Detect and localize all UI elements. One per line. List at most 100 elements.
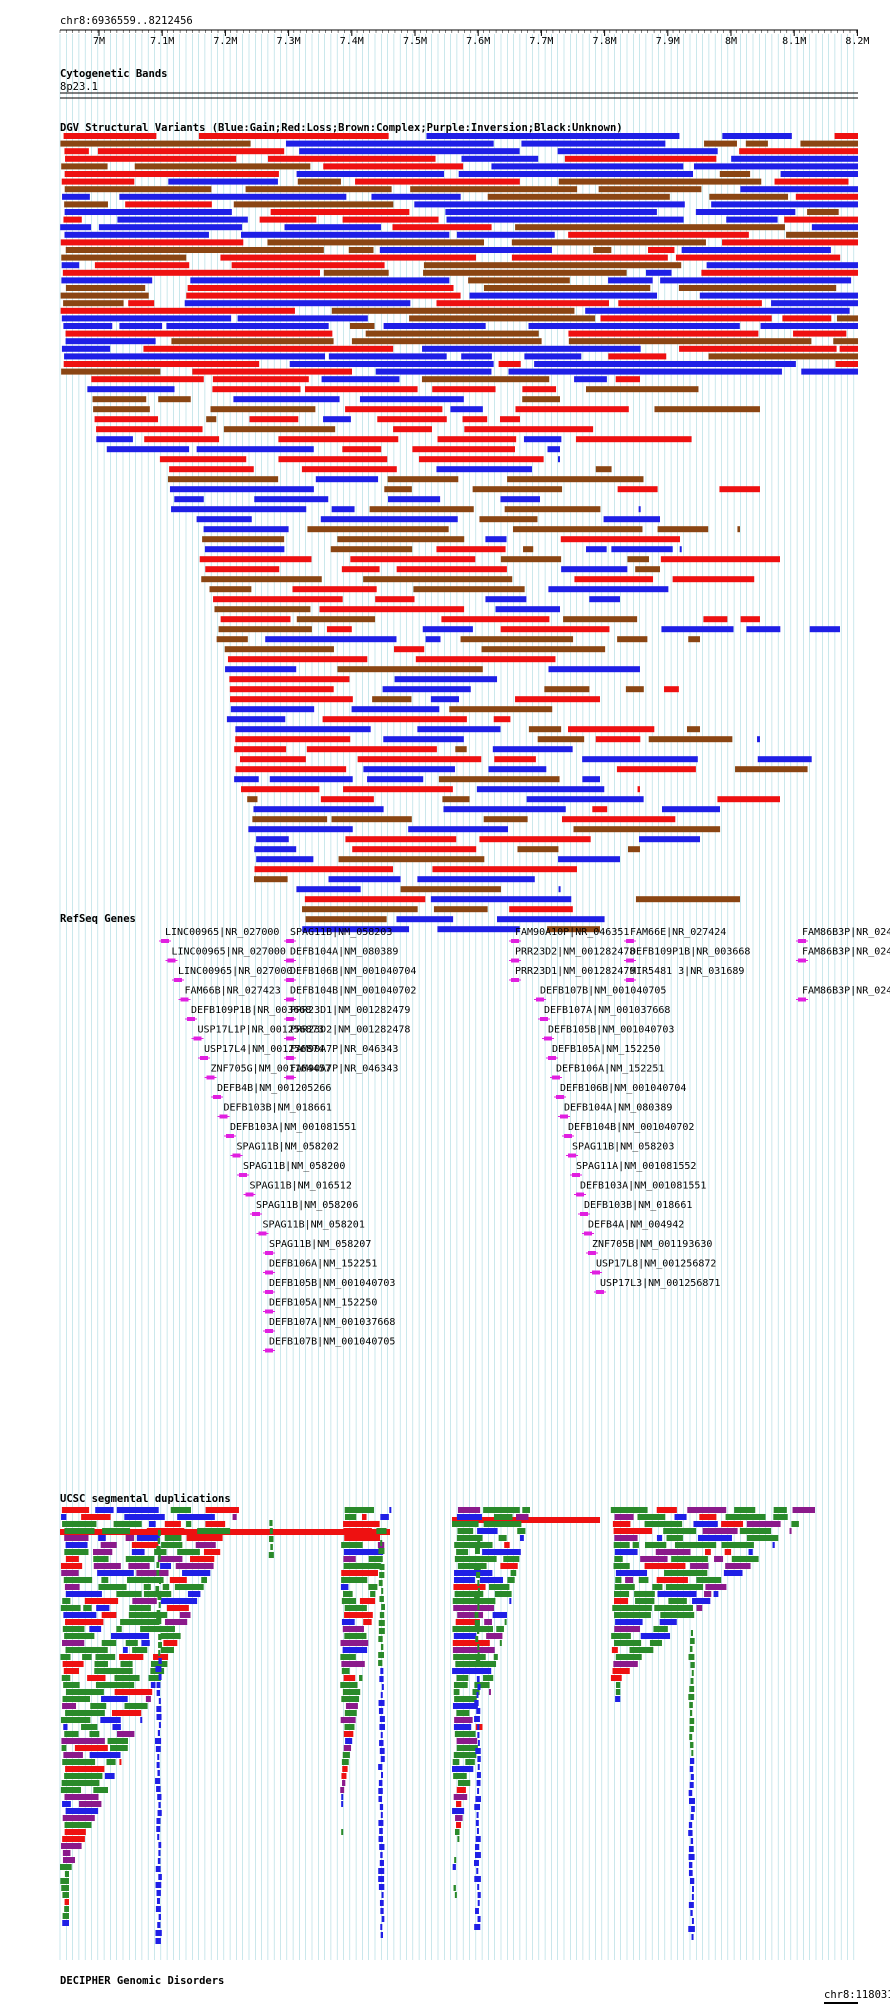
segdup-block[interactable]	[161, 1542, 183, 1548]
sv-bar[interactable]	[233, 396, 340, 403]
segdup-block[interactable]	[156, 1898, 160, 1904]
sv-bar[interactable]	[231, 262, 385, 269]
segdup-block[interactable]	[378, 1788, 383, 1794]
segdup-block[interactable]	[705, 1584, 727, 1590]
segdup-block[interactable]	[157, 1754, 160, 1760]
sv-bar[interactable]	[688, 636, 700, 643]
gene-label[interactable]: SPAG11B|NM_058200	[243, 1161, 345, 1172]
segdup-block[interactable]	[136, 1535, 160, 1541]
segdup-block[interactable]	[689, 1702, 693, 1708]
segdup-block[interactable]	[696, 1577, 722, 1583]
sv-bar[interactable]	[65, 285, 146, 291]
sv-bar[interactable]	[387, 476, 459, 483]
segdup-block[interactable]	[503, 1556, 520, 1562]
segdup-block[interactable]	[734, 1507, 756, 1513]
segdup-block[interactable]	[640, 1633, 671, 1639]
segdup-block[interactable]	[615, 1696, 621, 1702]
segdup-block[interactable]	[615, 1682, 621, 1688]
sv-bar[interactable]	[508, 368, 782, 375]
sv-bar[interactable]	[245, 186, 392, 193]
sv-bar[interactable]	[589, 596, 620, 603]
segdup-block[interactable]	[343, 1675, 356, 1681]
sv-bar[interactable]	[449, 706, 553, 713]
segdup-block[interactable]	[60, 1605, 81, 1611]
segdup-block[interactable]	[155, 1738, 162, 1744]
sv-bar[interactable]	[345, 406, 443, 413]
gene-label[interactable]: SPAG11B|NM_058203	[290, 927, 392, 938]
segdup-block[interactable]	[507, 1577, 515, 1583]
sv-bar[interactable]	[757, 736, 760, 743]
gene-label[interactable]: DEFB109P1B|NR_003668	[191, 1005, 311, 1016]
segdup-block[interactable]	[158, 1650, 161, 1656]
segdup-block[interactable]	[479, 1577, 504, 1583]
sv-bar[interactable]	[709, 193, 789, 200]
segdup-block[interactable]	[690, 1774, 694, 1780]
segdup-block[interactable]	[476, 1772, 481, 1778]
segdup-block[interactable]	[177, 1514, 215, 1520]
segdup-block[interactable]	[381, 1892, 384, 1898]
sv-bar[interactable]	[746, 626, 781, 633]
segdup-block[interactable]	[361, 1514, 367, 1520]
segdup-block[interactable]	[688, 1854, 695, 1860]
segdup-block[interactable]	[145, 1696, 151, 1702]
sv-bar[interactable]	[485, 596, 527, 603]
segdup-block[interactable]	[452, 1808, 465, 1814]
segdup-block[interactable]	[60, 1654, 71, 1660]
segdup-block[interactable]	[119, 1654, 144, 1660]
sv-bar[interactable]	[363, 766, 455, 773]
sv-bar[interactable]	[65, 330, 333, 337]
segdup-block[interactable]	[156, 1690, 161, 1696]
gene-label[interactable]: LINC00965|NR_027000	[178, 966, 292, 977]
segdup-block[interactable]	[456, 1675, 469, 1681]
sv-bar[interactable]	[186, 292, 461, 299]
sv-bar[interactable]	[737, 526, 740, 533]
segdup-block[interactable]	[61, 1780, 100, 1786]
segdup-block[interactable]	[456, 1745, 478, 1751]
sv-bar[interactable]	[412, 446, 515, 453]
segdup-block[interactable]	[155, 1666, 162, 1672]
segdup-block[interactable]	[690, 1910, 693, 1916]
sv-bar[interactable]	[235, 736, 351, 743]
segdup-block[interactable]	[376, 1528, 387, 1534]
sv-bar[interactable]	[498, 361, 521, 367]
sv-bar[interactable]	[722, 133, 792, 139]
sv-bar[interactable]	[315, 476, 379, 483]
sv-bar[interactable]	[547, 926, 600, 933]
sv-bar[interactable]	[394, 676, 498, 683]
segdup-block[interactable]	[341, 1696, 360, 1702]
segdup-block[interactable]	[132, 1598, 157, 1604]
sv-bar[interactable]	[836, 315, 858, 322]
segdup-block[interactable]	[378, 1876, 385, 1882]
sv-bar[interactable]	[64, 209, 232, 215]
gene-label[interactable]: ZNF705G|NM_001164457	[211, 1064, 331, 1075]
segdup-block[interactable]	[380, 1540, 383, 1546]
sv-bar[interactable]	[437, 436, 517, 443]
gene-label[interactable]: FAM90A7P|NR_046343	[290, 1064, 398, 1075]
segdup-block[interactable]	[509, 1598, 512, 1604]
segdup-block[interactable]	[156, 1762, 160, 1768]
segdup-block[interactable]	[269, 1520, 273, 1526]
segdup-block[interactable]	[666, 1535, 683, 1541]
gene-label[interactable]: DEFB105A|NM_152250	[269, 1298, 377, 1309]
segdup-block[interactable]	[748, 1549, 753, 1555]
sv-bar[interactable]	[592, 806, 608, 813]
sv-bar[interactable]	[198, 133, 389, 139]
segdup-block[interactable]	[119, 1759, 122, 1765]
gene-label[interactable]: SPAG11B|NM_058201	[263, 1220, 365, 1231]
segdup-block[interactable]	[612, 1668, 630, 1674]
segdup-block[interactable]	[95, 1654, 116, 1660]
sv-bar[interactable]	[479, 836, 591, 843]
segdup-block[interactable]	[160, 1633, 181, 1639]
sv-bar[interactable]	[166, 323, 329, 329]
sv-bar[interactable]	[384, 486, 412, 493]
sv-bar[interactable]	[229, 686, 334, 693]
segdup-block[interactable]	[341, 1794, 344, 1800]
sv-bar[interactable]	[158, 396, 191, 403]
sv-bar[interactable]	[568, 231, 749, 238]
segdup-block[interactable]	[477, 1884, 480, 1890]
segdup-block[interactable]	[116, 1507, 159, 1513]
sv-bar[interactable]	[800, 140, 858, 147]
sv-bar[interactable]	[675, 254, 841, 261]
segdup-block[interactable]	[688, 1798, 695, 1804]
segdup-block[interactable]	[94, 1668, 133, 1674]
